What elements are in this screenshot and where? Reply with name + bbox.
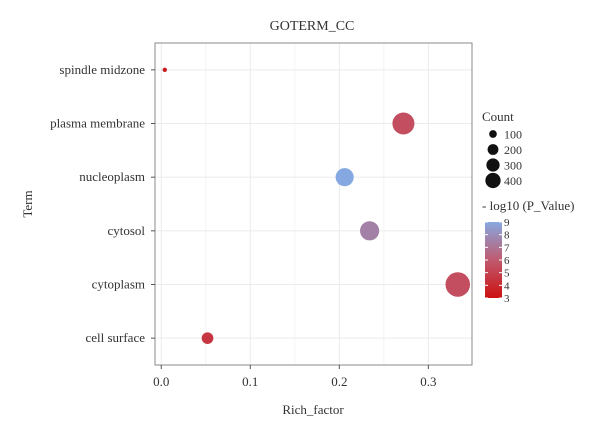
data-point (335, 168, 354, 187)
y-tick-label: nucleoplasm (79, 169, 145, 184)
color-legend-label: 9 (504, 217, 510, 229)
x-tick-label: 0.3 (420, 374, 436, 389)
size-legend-label: 400 (504, 174, 522, 188)
color-legend-label: 5 (504, 268, 510, 280)
grid-lines (155, 43, 472, 365)
chart-title: GOTERM_CC (270, 19, 355, 34)
size-legend-label: 200 (504, 143, 522, 157)
x-axis-ticks: 0.0 0.1 0.2 0.3 (153, 365, 436, 389)
y-tick-label: plasma membrane (50, 116, 145, 131)
color-legend-label: 6 (504, 255, 510, 267)
data-point (162, 67, 167, 73)
x-tick-label: 0.1 (242, 374, 258, 389)
size-legend-key (489, 130, 497, 138)
x-axis-label: Rich_factor (282, 402, 344, 417)
plot-panel-border (154, 42, 473, 366)
data-point (201, 332, 214, 344)
color-legend-label: 3 (504, 293, 510, 305)
y-tick-label: cytosol (107, 223, 145, 238)
data-point (360, 221, 380, 241)
data-points (162, 67, 471, 344)
size-legend-label: 300 (504, 159, 522, 173)
y-tick-label: cytoplasm (92, 277, 145, 292)
size-legend-key (486, 158, 500, 172)
y-axis-label: Term (20, 190, 35, 217)
size-legend-key (487, 144, 499, 155)
data-point (445, 272, 471, 297)
color-legend-label: 8 (504, 230, 510, 242)
y-axis-ticks: cell surface cytoplasm cytosol nucleoplasm p… (50, 62, 155, 345)
x-tick-label: 0.2 (331, 374, 347, 389)
color-legend-title: - log10 (P_Value) (482, 198, 574, 213)
color-legend-bar (485, 222, 502, 298)
data-point (392, 112, 415, 135)
size-legend-key (485, 172, 501, 189)
color-legend-label: 4 (504, 280, 510, 292)
y-tick-label: cell surface (85, 330, 145, 345)
y-tick-label: spindle midzone (59, 62, 145, 77)
size-legend-label: 100 (504, 128, 522, 142)
size-legend-title: Count (482, 109, 514, 124)
x-tick-label: 0.0 (153, 374, 169, 389)
color-legend-label: 7 (504, 242, 510, 254)
